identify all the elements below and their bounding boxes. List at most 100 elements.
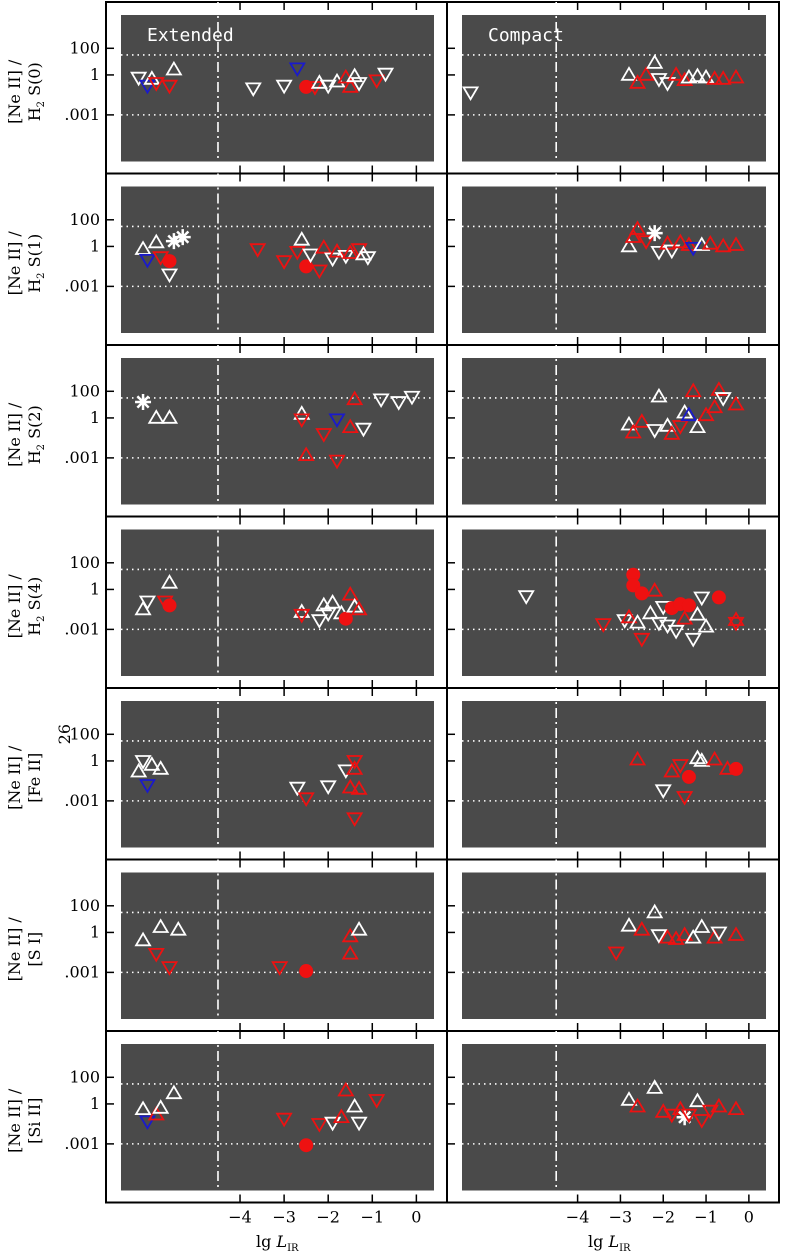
data-point xyxy=(688,67,707,83)
y-axis-label-row-4: [Ne II] / H2 S(4) xyxy=(5,574,47,639)
y-tick-label: 1 xyxy=(90,65,100,84)
y-axis-label-line2: [Si II] xyxy=(25,1098,44,1144)
panel-extended-row-5: 100 1 .001 xyxy=(64,687,448,861)
column-label-extended: Extended xyxy=(147,25,234,46)
y-axis-label-line1: [Ne II] / xyxy=(5,1088,24,1153)
y-tick-label: .001 xyxy=(64,105,100,124)
data-point xyxy=(160,79,179,95)
panel-background xyxy=(121,701,434,848)
data-point xyxy=(667,624,685,640)
data-point xyxy=(297,446,315,462)
y-tick-label: 100 xyxy=(69,1067,100,1086)
data-point xyxy=(324,593,342,609)
data-point xyxy=(328,413,346,429)
data-point xyxy=(390,396,408,411)
x-tick-label: 0 xyxy=(744,1208,754,1227)
y-tick-label: 1 xyxy=(90,236,100,255)
panel-extended-row-6: 100 1 .001 xyxy=(64,858,448,1032)
data-point xyxy=(341,418,359,434)
data-point xyxy=(658,417,677,432)
data-point xyxy=(727,1100,745,1116)
data-point xyxy=(301,248,320,264)
y-tick-label: .001 xyxy=(64,791,100,810)
data-point xyxy=(663,762,681,778)
data-point xyxy=(134,1100,152,1116)
panel-background xyxy=(462,701,766,848)
y-tick-label: 1 xyxy=(90,579,100,598)
data-point xyxy=(633,413,651,428)
data-point xyxy=(663,244,681,260)
y-tick-label: 1 xyxy=(90,922,100,941)
data-point xyxy=(324,1116,342,1132)
x-axis-label-prefix: lg xyxy=(256,1232,276,1251)
data-point xyxy=(169,920,187,936)
data-point xyxy=(607,946,625,962)
data-point xyxy=(288,62,306,78)
data-point xyxy=(727,611,745,626)
x-tick-label: −1 xyxy=(360,1208,384,1227)
panel-extended-row-7: 100 1 .001 −4 −3 −2 −1 0 xyxy=(64,1030,448,1227)
data-point xyxy=(134,931,152,947)
panel-background xyxy=(121,1044,434,1191)
data-point xyxy=(641,604,659,620)
data-point xyxy=(143,756,161,771)
panel-extended-row-2: 100 1 .001 xyxy=(64,172,448,346)
data-point xyxy=(663,1108,681,1124)
panel-background xyxy=(462,186,766,333)
data-point xyxy=(727,236,745,251)
data-point xyxy=(341,585,359,601)
data-point xyxy=(461,86,480,102)
data-point xyxy=(249,243,267,258)
y-axis-label-row-6: [Ne II] / [S I] xyxy=(5,917,44,982)
data-point xyxy=(628,613,647,629)
data-point xyxy=(620,237,638,253)
y-tick-label: 100 xyxy=(69,38,100,57)
data-point xyxy=(341,944,359,960)
data-point xyxy=(646,424,664,439)
y-axis-label-line1: [Ne II] / xyxy=(5,745,24,810)
data-point xyxy=(293,413,311,429)
data-point xyxy=(174,229,191,246)
data-point xyxy=(727,395,745,411)
data-point xyxy=(147,77,165,92)
data-point xyxy=(319,780,337,796)
data-point xyxy=(138,1115,157,1131)
data-point xyxy=(310,1118,328,1133)
x-axis-label-prefix: lg xyxy=(588,1232,608,1251)
axis-labels: lg LIR lg LIR xyxy=(256,1232,631,1254)
y-tick-label: .001 xyxy=(64,448,100,467)
data-point xyxy=(676,609,694,625)
data-point xyxy=(346,760,364,775)
data-point xyxy=(160,268,179,284)
data-point xyxy=(654,784,672,800)
y-axis-label-row-2: [Ne II] / H2 S(1) xyxy=(5,231,47,296)
y-axis-label-row-7: [Ne II] / [Si II] xyxy=(5,1088,44,1153)
data-point xyxy=(727,926,745,941)
y-axis-label-line2: [Fe II] xyxy=(25,753,44,803)
panel-background xyxy=(462,1044,766,1191)
data-point xyxy=(688,418,707,434)
data-point xyxy=(616,614,634,629)
y-tick-label: .001 xyxy=(64,962,100,981)
y-tick-label: 100 xyxy=(69,210,100,229)
data-point xyxy=(646,903,664,919)
data-point xyxy=(354,245,373,261)
data-point xyxy=(297,792,315,807)
data-point xyxy=(658,77,677,92)
data-point xyxy=(646,1079,664,1094)
data-point xyxy=(293,230,311,246)
data-point xyxy=(135,393,152,410)
data-point xyxy=(729,761,744,776)
data-point xyxy=(341,78,359,93)
data-point xyxy=(299,964,314,979)
data-point xyxy=(626,567,641,582)
data-point xyxy=(684,928,702,944)
data-point xyxy=(138,595,157,611)
data-point xyxy=(711,590,726,605)
data-point xyxy=(620,916,638,932)
data-point xyxy=(594,618,612,633)
panel-extended-row-1: 100 1 .001 Extended xyxy=(64,1,448,175)
data-point xyxy=(684,632,702,648)
data-point xyxy=(688,1092,707,1108)
